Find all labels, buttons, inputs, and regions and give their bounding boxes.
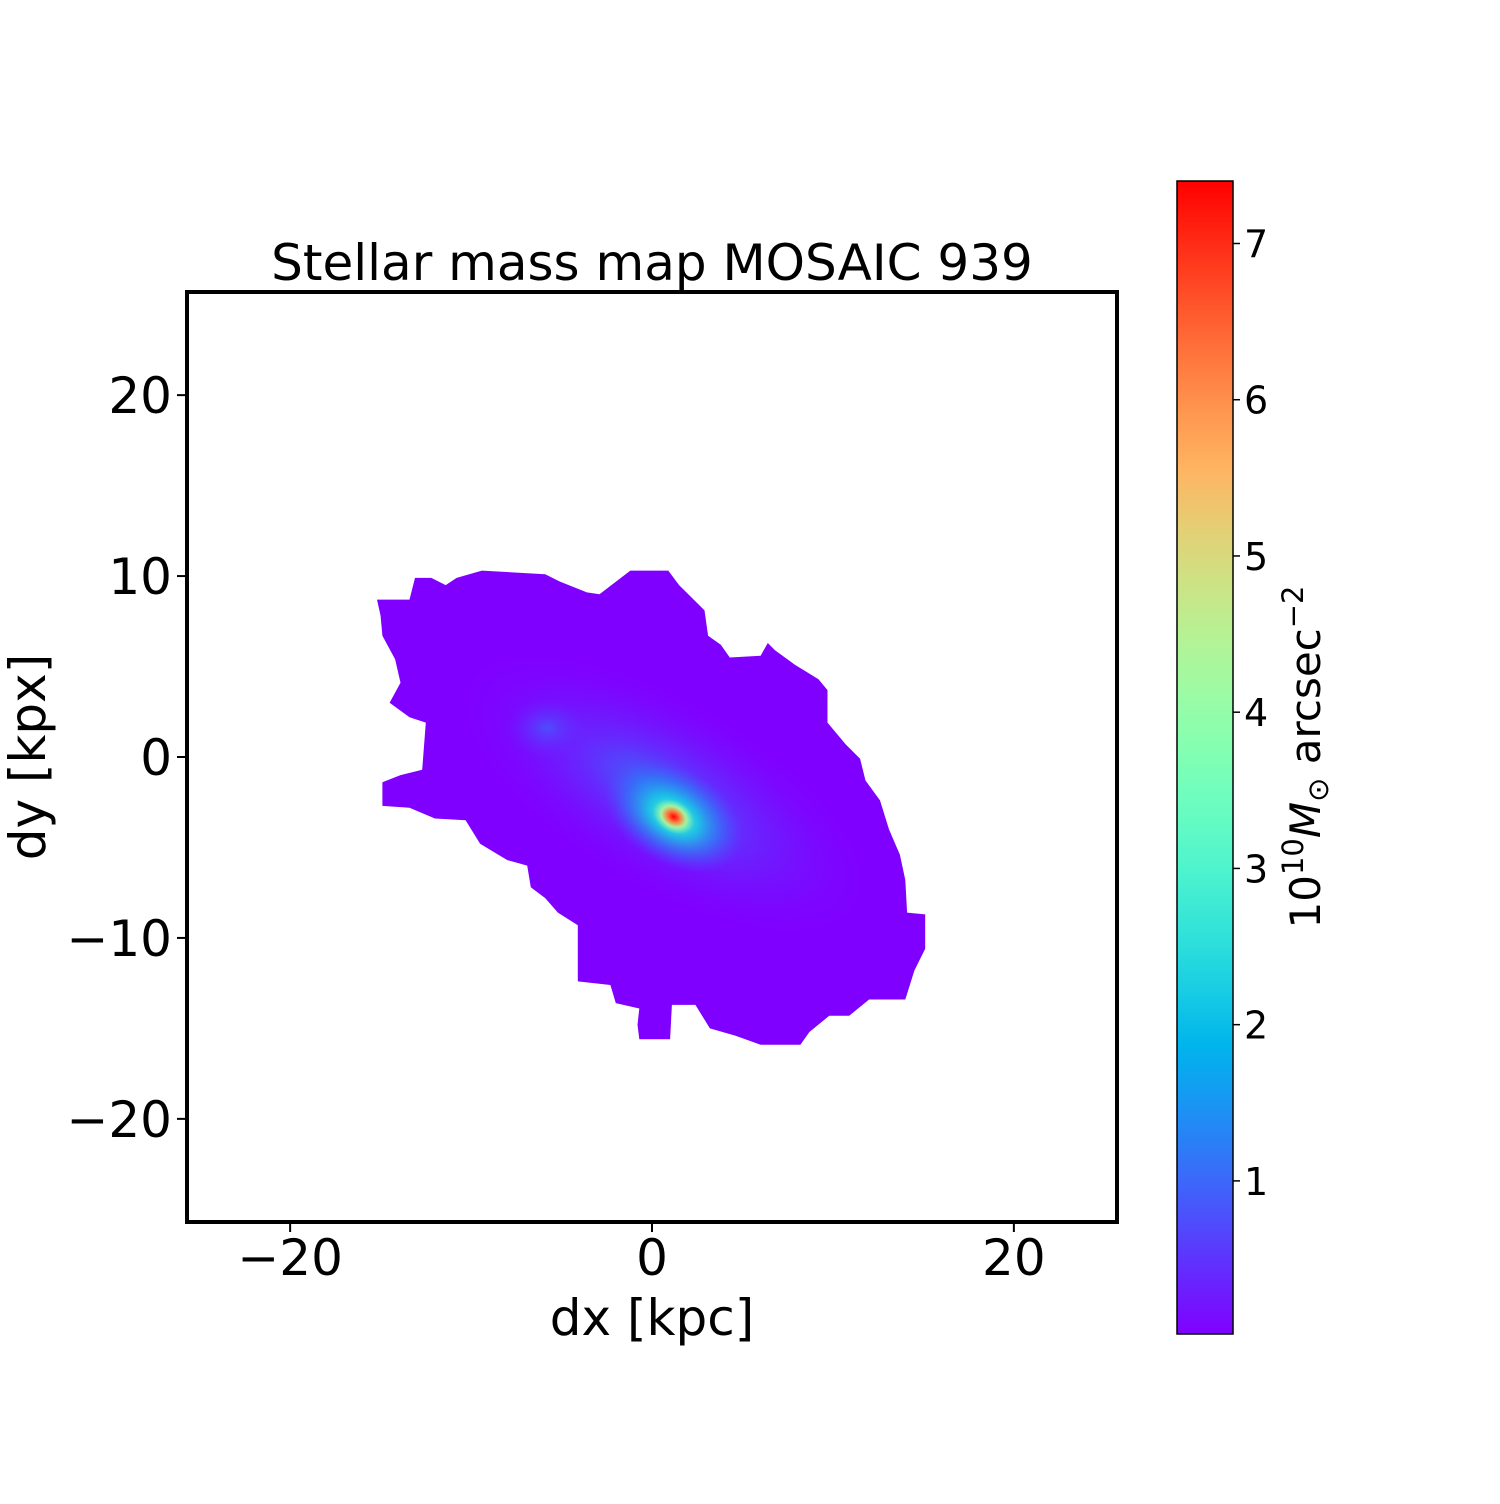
colorbar-tick-label: 1 bbox=[1244, 1160, 1268, 1204]
y-axis-label: dy [kpx] bbox=[0, 654, 57, 861]
colorbar-gradient bbox=[1176, 180, 1234, 1335]
colorbar: 1 2 3 4 5 6 7 1010M⊙ arcsec−2 bbox=[1176, 180, 1335, 1335]
x-tick-label: 0 bbox=[636, 1229, 668, 1287]
colorbar-tick-label: 3 bbox=[1244, 847, 1268, 891]
x-tick-label: 20 bbox=[982, 1229, 1046, 1287]
secondary-peak bbox=[507, 698, 588, 759]
y-tick-label: −20 bbox=[66, 1091, 172, 1149]
chart-title: Stellar mass map MOSAIC 939 bbox=[271, 234, 1033, 292]
x-tick-label: −20 bbox=[237, 1229, 343, 1287]
core-peak bbox=[653, 799, 695, 835]
colorbar-tick-label: 5 bbox=[1244, 535, 1268, 579]
colorbar-tick-label: 7 bbox=[1244, 222, 1268, 266]
colorbar-label: 1010M⊙ arcsec−2 bbox=[1276, 585, 1335, 928]
y-tick-label: 0 bbox=[140, 729, 172, 787]
y-axis-ticks: −20 −10 0 10 20 bbox=[66, 367, 187, 1149]
y-tick-label: 20 bbox=[108, 367, 172, 425]
colorbar-tick-label: 2 bbox=[1244, 1004, 1268, 1048]
colorbar-tick-label: 4 bbox=[1244, 691, 1268, 735]
y-tick-label: 10 bbox=[108, 548, 172, 606]
colorbar-ticks: 1 2 3 4 5 6 7 bbox=[1233, 222, 1268, 1204]
colorbar-tick-label: 6 bbox=[1244, 379, 1268, 423]
heatmap-image bbox=[377, 570, 926, 1045]
x-axis-ticks: −20 0 20 bbox=[237, 1222, 1046, 1287]
y-tick-label: −10 bbox=[66, 910, 172, 968]
x-axis-label: dx [kpc] bbox=[550, 1289, 754, 1347]
